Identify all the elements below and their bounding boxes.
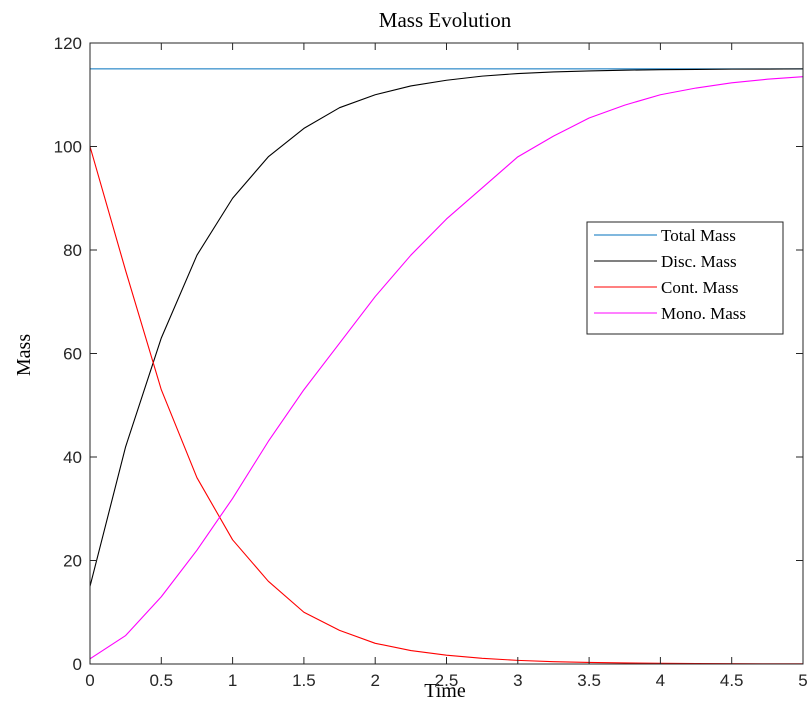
x-tick-label: 2 [370, 671, 379, 690]
legend-label-cont-mass: Cont. Mass [661, 278, 738, 297]
x-tick-label: 1.5 [292, 671, 316, 690]
x-tick-label: 5 [798, 671, 807, 690]
legend-box [586, 221, 784, 335]
y-tick-label: 80 [63, 241, 82, 260]
y-tick-label: 40 [63, 448, 82, 467]
y-tick-label: 20 [63, 552, 82, 571]
x-tick-label: 3.5 [577, 671, 601, 690]
series-line-mono-mass [89, 76, 804, 660]
x-tick-label: 4 [656, 671, 665, 690]
plot-area-frame [89, 42, 804, 665]
y-tick-label: 0 [73, 655, 82, 674]
x-tick-label: 2.5 [435, 671, 459, 690]
series-line-disc-mass [89, 68, 804, 587]
legend: Total Mass Disc. Mass Cont. Mass Mono. Mass [586, 221, 784, 335]
y-axis-label: Mass [13, 334, 35, 376]
x-tick-labels: 0 0.5 1 1.5 2 2.5 3 3.5 4 4.5 5 [85, 671, 807, 690]
legend-label-disc-mass: Disc. Mass [661, 252, 737, 271]
y-tick-label: 60 [63, 345, 82, 364]
y-tick-label: 100 [54, 138, 82, 157]
legend-label-total-mass: Total Mass [661, 226, 736, 245]
y-tick-label: 120 [54, 34, 82, 53]
series-layer [89, 68, 804, 665]
x-tick-label: 0.5 [149, 671, 173, 690]
chart-title: Mass Evolution [379, 8, 512, 32]
y-tick-labels: 0 20 40 60 80 100 120 [54, 34, 82, 674]
series-line-cont-mass [89, 146, 804, 665]
x-tick-label: 1 [228, 671, 237, 690]
x-tick-label: 0 [85, 671, 94, 690]
tick-layer [89, 42, 804, 665]
x-tick-label: 4.5 [720, 671, 744, 690]
x-axis-label: Time [424, 680, 466, 702]
legend-label-mono-mass: Mono. Mass [661, 304, 746, 323]
x-tick-label: 3 [513, 671, 522, 690]
